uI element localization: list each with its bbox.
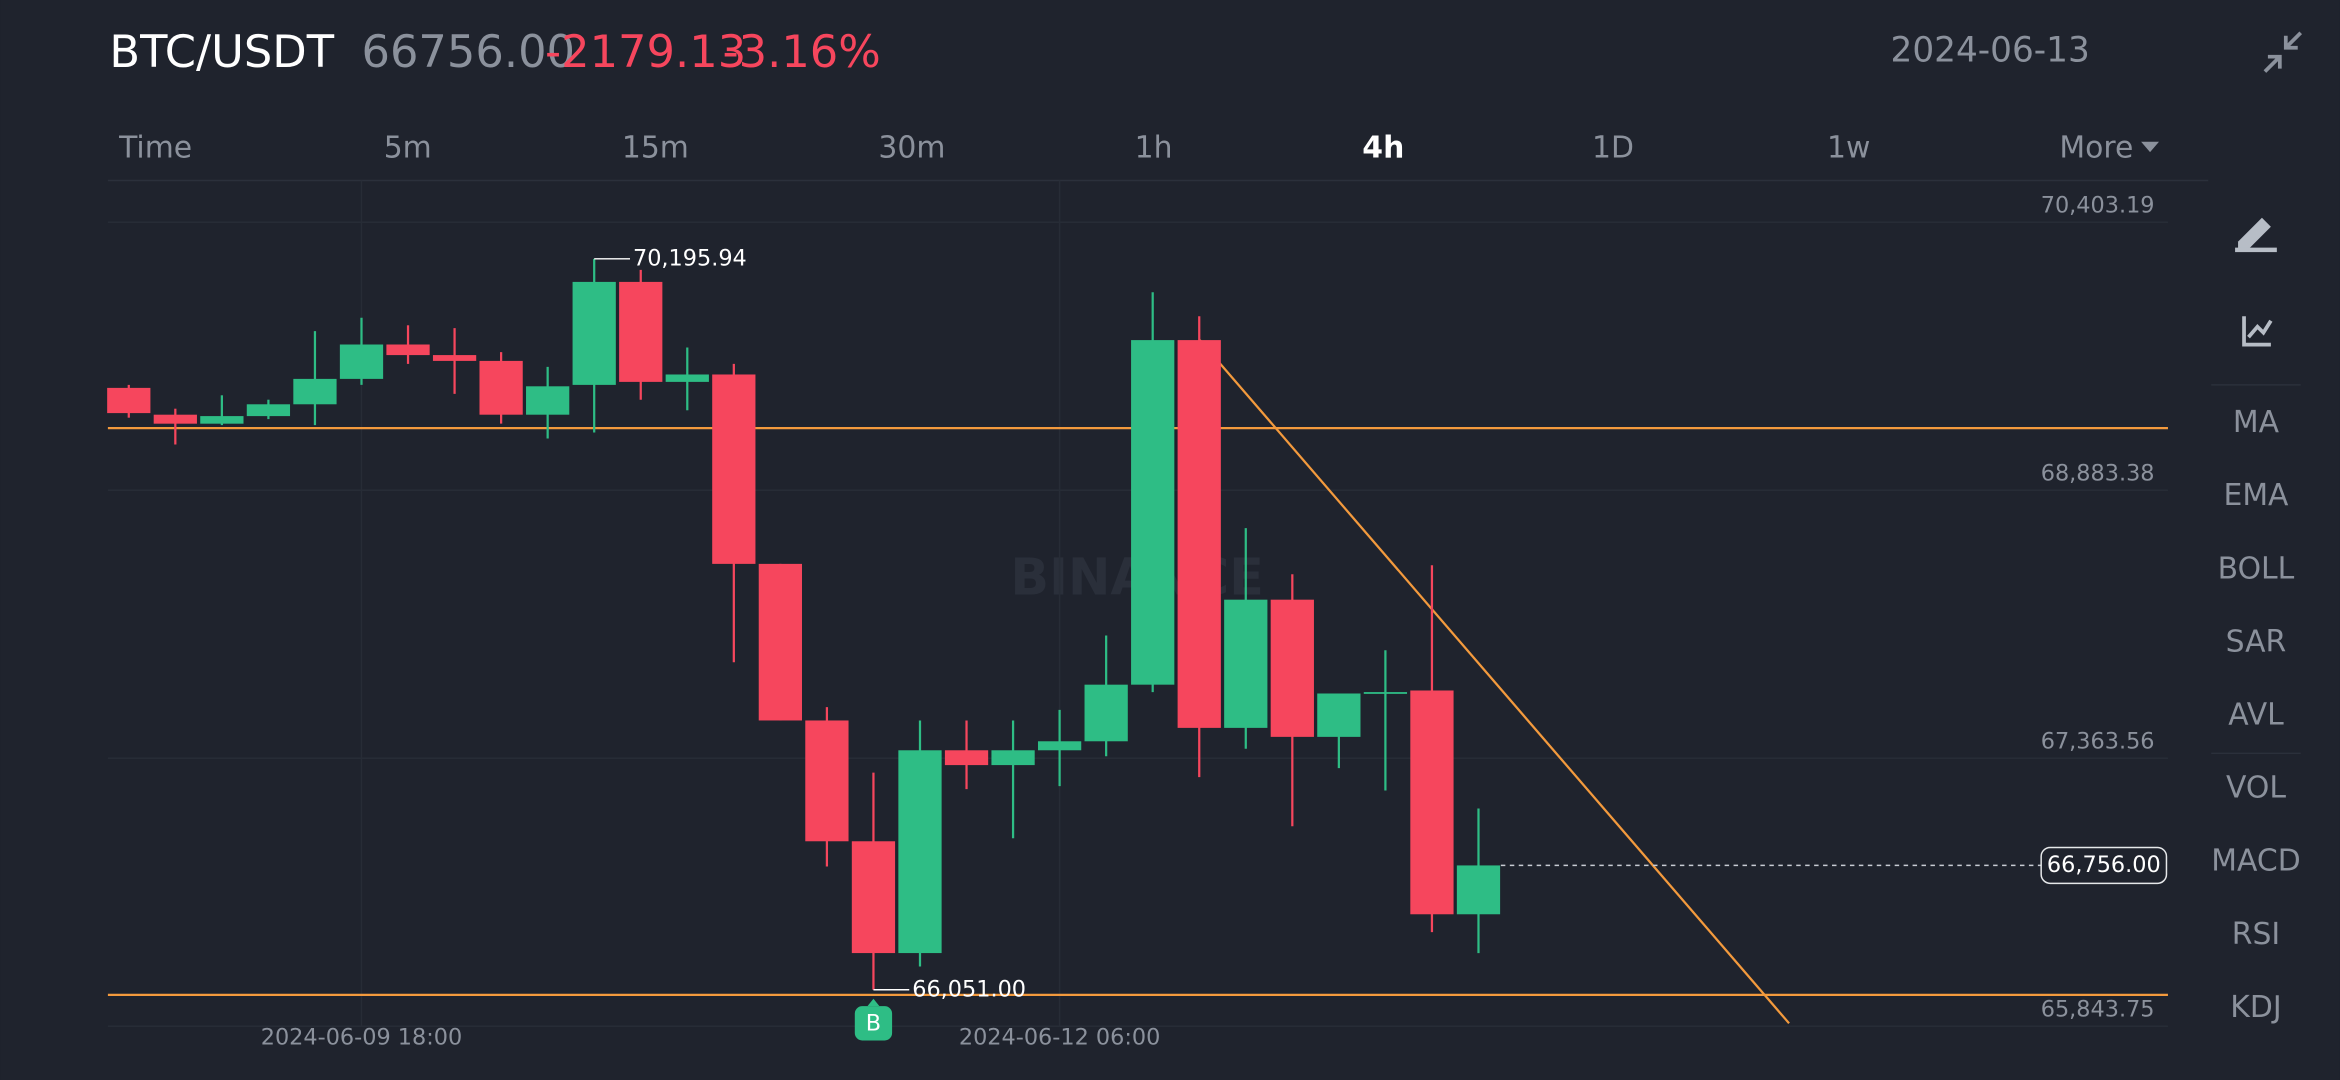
indicator-sidebar: MA EMA BOLL SAR AVL VOL MACD RSI KDJ <box>2211 217 2301 1025</box>
candle-body <box>479 360 523 415</box>
candle-body <box>1224 599 1268 728</box>
indicator-button[interactable]: RSI <box>2232 917 2280 952</box>
candle-body <box>898 750 942 954</box>
timeframe-tab[interactable]: More <box>2059 131 2133 166</box>
candle-body <box>1456 865 1501 915</box>
candle-body <box>572 281 616 385</box>
candle-body <box>805 720 849 842</box>
last-price-box <box>2040 846 2168 885</box>
pair: BTC/USDT <box>109 25 334 78</box>
candle-body <box>153 414 197 424</box>
indicator-button[interactable]: VOL <box>2226 771 2286 806</box>
candle-body <box>758 563 802 721</box>
candle-body <box>619 281 663 382</box>
indicator-button[interactable]: KDJ <box>2230 990 2281 1025</box>
candle-body <box>1317 693 1361 737</box>
y-tick-label: 65,843.75 <box>2041 996 2155 1022</box>
indicator-button[interactable]: BOLL <box>2218 551 2295 586</box>
y-tick-label: 68,883.38 <box>2041 460 2155 486</box>
candle-body <box>200 416 244 424</box>
marker-pointer <box>867 998 880 1007</box>
candle-body <box>991 750 1035 766</box>
price: 66756.00 <box>361 25 575 78</box>
candle-body <box>1410 690 1454 915</box>
change: -2179.13 <box>545 25 746 78</box>
indicator-button[interactable]: AVL <box>2228 698 2284 733</box>
marker-text: B <box>866 1011 881 1037</box>
draw-icon[interactable] <box>2235 217 2277 253</box>
candle-body <box>293 378 337 405</box>
dropdown-arrow[interactable] <box>2141 141 2160 153</box>
x-tick-label: 2024-06-12 06:00 <box>959 1025 1161 1051</box>
y-tick-label: 67,363.56 <box>2041 728 2155 754</box>
candle-body <box>1270 599 1314 737</box>
candle-body <box>665 374 709 382</box>
date: 2024-06-13 <box>1890 31 2089 71</box>
indicator-button[interactable]: MA <box>2233 405 2280 440</box>
timeframe-bar: Time 5m 15m 30m 1h 4h 1D 1w More <box>118 131 2160 166</box>
candle-body <box>386 344 430 356</box>
indicator-button[interactable]: EMA <box>2223 478 2289 513</box>
timeframe-tab[interactable]: 4h <box>1362 131 1404 166</box>
timeframe-tab[interactable]: 15m <box>622 131 689 166</box>
timeframe-tab[interactable]: 5m <box>384 131 432 166</box>
candle-body <box>1084 684 1128 742</box>
candle-body <box>1037 741 1082 751</box>
candle-body <box>851 841 896 954</box>
timeframe-tab[interactable]: Time <box>118 131 192 166</box>
indicator-button[interactable]: MACD <box>2211 844 2300 879</box>
candle-body <box>1177 340 1221 728</box>
high-label: 70,195.94 <box>633 245 747 271</box>
x-tick-label: 2024-06-09 18:00 <box>261 1025 462 1051</box>
indicator-icon[interactable] <box>2242 316 2273 347</box>
timeframe-tab[interactable]: 1D <box>1592 131 1634 166</box>
marker-badge <box>854 1006 893 1041</box>
candle-body <box>526 386 570 415</box>
collapse-icon[interactable] <box>2263 31 2303 73</box>
timeframe-tab[interactable]: 1w <box>1827 131 1870 166</box>
indicator-button[interactable]: SAR <box>2226 624 2287 659</box>
candle-body <box>1363 692 1408 694</box>
trend-line <box>1198 339 1790 1025</box>
timeframe-tab[interactable]: 30m <box>878 131 945 166</box>
candle-body <box>1131 340 1175 685</box>
chart: BINANCE 65,843.7567,363.5668,883.3870,40… <box>107 180 2168 1051</box>
last-price-label: 66,756.00 <box>2047 852 2161 878</box>
candle-body <box>246 404 291 417</box>
low-label: 66,051.00 <box>912 976 1026 1002</box>
y-tick-label: 70,403.19 <box>2041 192 2155 218</box>
candle-body <box>107 387 151 414</box>
timeframe-tab[interactable]: 1h <box>1135 131 1173 166</box>
candle-body <box>712 374 756 564</box>
change-pct: -3.16% <box>722 25 880 78</box>
candle-body <box>944 750 989 766</box>
candle-body <box>432 355 477 361</box>
candle-body <box>339 344 384 379</box>
